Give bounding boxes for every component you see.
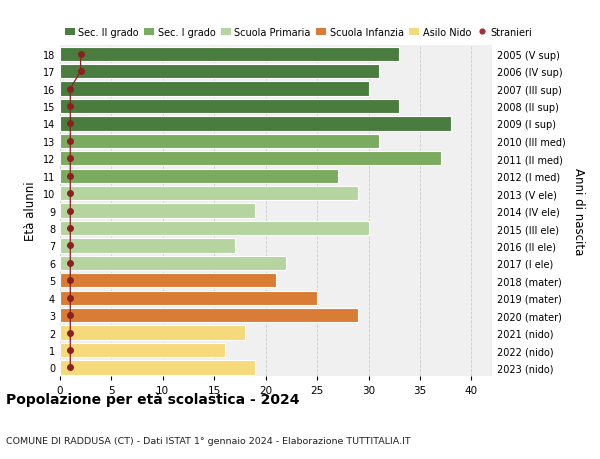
Bar: [60, 239, 235, 253]
Text: COMUNE DI RADDUSA (CT) - Dati ISTAT 1° gennaio 2024 - Elaborazione TUTTITALIA.IT: COMUNE DI RADDUSA (CT) - Dati ISTAT 1° g…: [6, 436, 410, 445]
Point: [65, 121, 75, 128]
Point: [65, 277, 75, 285]
Bar: [60, 187, 358, 201]
Point: [65, 312, 75, 319]
Bar: [60, 308, 358, 323]
Bar: [60, 100, 400, 114]
Bar: [60, 204, 256, 218]
Text: Popolazione per età scolastica - 2024: Popolazione per età scolastica - 2024: [6, 392, 299, 406]
Point: [65, 242, 75, 250]
Point: [65, 103, 75, 111]
Point: [76, 68, 85, 76]
Bar: [60, 326, 245, 340]
Bar: [60, 134, 379, 149]
Point: [76, 51, 85, 58]
Bar: [60, 343, 224, 358]
Legend: Sec. II grado, Sec. I grado, Scuola Primaria, Scuola Infanzia, Asilo Nido, Stran: Sec. II grado, Sec. I grado, Scuola Prim…: [65, 28, 532, 38]
Point: [65, 173, 75, 180]
Bar: [60, 256, 286, 270]
Bar: [60, 47, 400, 62]
Point: [65, 294, 75, 302]
Point: [65, 329, 75, 336]
Point: [65, 207, 75, 215]
Bar: [60, 361, 256, 375]
Point: [65, 155, 75, 162]
Bar: [60, 274, 276, 288]
Point: [65, 190, 75, 197]
Point: [65, 364, 75, 371]
Bar: [60, 117, 451, 131]
Point: [65, 86, 75, 93]
Bar: [60, 169, 338, 184]
Bar: [60, 291, 317, 305]
Bar: [60, 82, 368, 96]
Y-axis label: Anni di nascita: Anni di nascita: [572, 168, 585, 255]
Bar: [60, 221, 368, 235]
Point: [65, 138, 75, 145]
Bar: [60, 152, 440, 166]
Point: [65, 347, 75, 354]
Y-axis label: Età alunni: Età alunni: [24, 181, 37, 241]
Point: [65, 260, 75, 267]
Bar: [60, 65, 379, 79]
Point: [65, 225, 75, 232]
